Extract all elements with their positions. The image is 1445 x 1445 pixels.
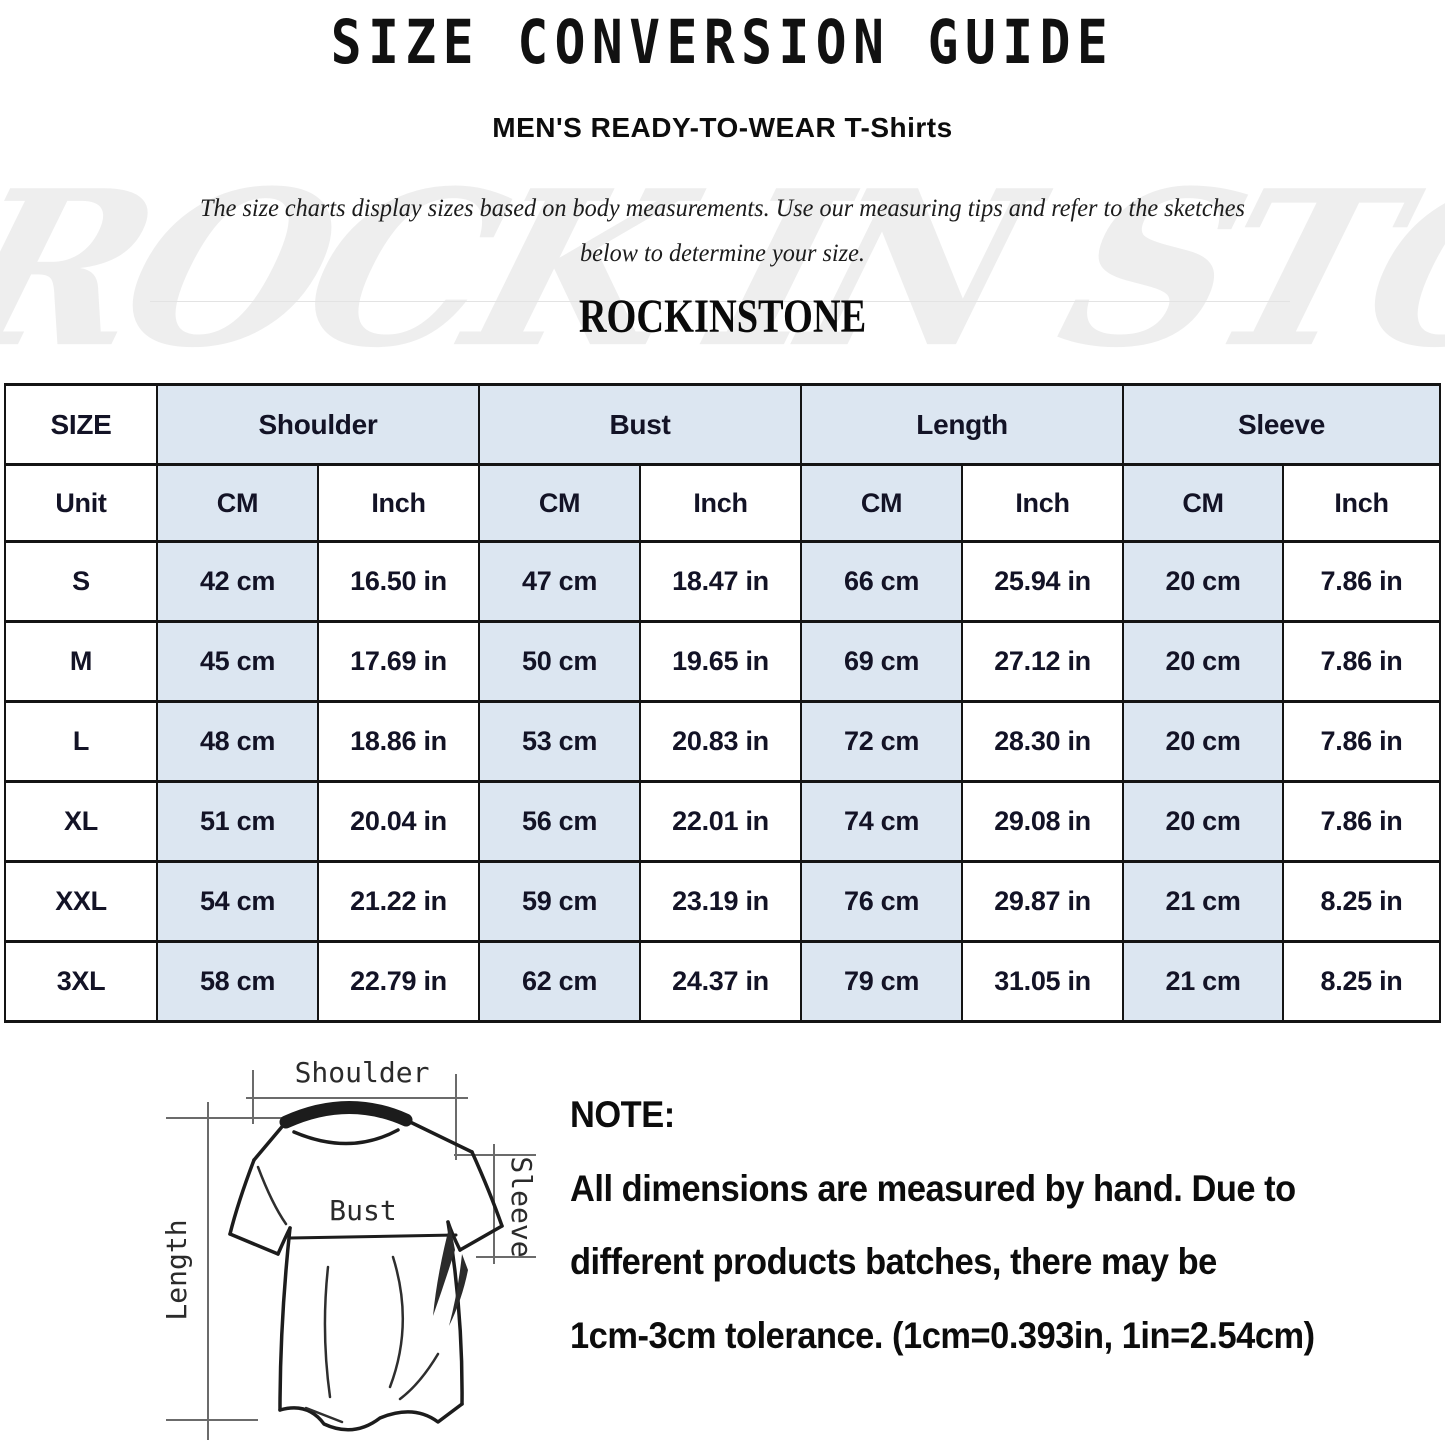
column-group-bust: Bust	[478, 383, 803, 466]
note-line-3: 1cm-3cm tolerance. (1cm=0.393in, 1in=2.5…	[570, 1314, 1315, 1356]
shoulder-cm-cell: 48 cm	[156, 700, 319, 783]
bust-cm-cell: 47 cm	[478, 540, 642, 623]
shoulder-cm-cell: 58 cm	[156, 940, 319, 1023]
shoulder-inch-cell: 21.22 in	[316, 860, 481, 943]
bust-cm-cell: 56 cm	[478, 780, 642, 863]
bust-inch-cell: 20.83 in	[639, 700, 803, 783]
description-line-1: The size charts display sizes based on b…	[200, 195, 1245, 222]
size-column-header: SIZE	[4, 383, 158, 466]
length-inch-cell: 29.08 in	[961, 780, 1125, 863]
sleeve-cm-header: CM	[1122, 463, 1285, 543]
length-cm-cell: 74 cm	[800, 780, 964, 863]
length-cm-cell: 66 cm	[800, 540, 964, 623]
note-block: NOTE: All dimensions are measured by han…	[570, 1078, 1407, 1372]
shoulder-cm-cell: 42 cm	[156, 540, 319, 623]
bust-inch-cell: 23.19 in	[639, 860, 803, 943]
size-cell: XL	[4, 780, 158, 863]
length-inch-cell: 28.30 in	[961, 700, 1125, 783]
tshirt-measurement-diagram: Shoulder Bust Length Sleeve	[138, 1052, 568, 1445]
sleeve-cm-cell: 20 cm	[1122, 620, 1285, 703]
sleeve-inch-cell: 7.86 in	[1282, 780, 1441, 863]
shoulder-inch-cell: 16.50 in	[316, 540, 481, 623]
page-subtitle: MEN'S READY-TO-WEAR T-Shirts	[492, 112, 953, 143]
sleeve-inch-cell: 8.25 in	[1282, 860, 1441, 943]
size-cell: 3XL	[4, 940, 158, 1023]
bust-cm-header: CM	[478, 463, 642, 543]
length-cm-cell: 76 cm	[800, 860, 964, 943]
length-cm-cell: 72 cm	[800, 700, 964, 783]
size-cell: L	[4, 700, 158, 783]
table-row-m: M 45 cm 17.69 in 50 cm 19.65 in 69 cm 27…	[4, 620, 1441, 703]
bust-cm-cell: 50 cm	[478, 620, 642, 703]
shoulder-inch-cell: 18.86 in	[316, 700, 481, 783]
shoulder-inch-cell: 17.69 in	[316, 620, 481, 703]
note-heading: NOTE:	[570, 1094, 675, 1135]
shoulder-inch-cell: 22.79 in	[316, 940, 481, 1023]
length-inch-cell: 27.12 in	[961, 620, 1125, 703]
shoulder-cm-header: CM	[156, 463, 319, 543]
description-text: The size charts display sizes based on b…	[22, 186, 1424, 276]
bust-inch-cell: 19.65 in	[639, 620, 803, 703]
table-row-l: L 48 cm 18.86 in 53 cm 20.83 in 72 cm 28…	[4, 700, 1441, 783]
sleeve-inch-cell: 7.86 in	[1282, 700, 1441, 783]
length-cm-cell: 69 cm	[800, 620, 964, 703]
size-cell: XXL	[4, 860, 158, 943]
description-line-2: below to determine your size.	[580, 240, 865, 267]
sleeve-label: Sleeve	[505, 1156, 538, 1257]
bust-inch-cell: 18.47 in	[639, 540, 803, 623]
note-line-2: different products batches, there may be	[570, 1241, 1217, 1282]
sleeve-inch-cell: 7.86 in	[1282, 620, 1441, 703]
column-group-sleeve: Sleeve	[1122, 383, 1441, 466]
sleeve-cm-cell: 20 cm	[1122, 700, 1285, 783]
length-inch-cell: 25.94 in	[961, 540, 1125, 623]
sleeve-cm-cell: 20 cm	[1122, 540, 1285, 623]
bust-cm-cell: 62 cm	[478, 940, 642, 1023]
length-inch-cell: 29.87 in	[961, 860, 1125, 943]
size-conversion-table: SIZE Shoulder Bust Length Sleeve Unit CM…	[4, 383, 1441, 1023]
length-inch-cell: 31.05 in	[961, 940, 1125, 1023]
shoulder-cm-cell: 54 cm	[156, 860, 319, 943]
divider-line	[150, 301, 1290, 302]
shoulder-inch-cell: 20.04 in	[316, 780, 481, 863]
brand-name: ROCKINSTONE	[578, 290, 867, 343]
page-title: SIZE CONVERSION GUIDE	[330, 6, 1115, 78]
length-cm-header: CM	[800, 463, 964, 543]
table-group-header-row: SIZE Shoulder Bust Length Sleeve	[4, 383, 1441, 466]
size-cell: M	[4, 620, 158, 703]
hem	[278, 1402, 464, 1432]
collar	[279, 1101, 413, 1129]
table-unit-row: Unit CM Inch CM Inch CM Inch CM Inch	[4, 463, 1441, 543]
length-label: Length	[160, 1219, 193, 1320]
shoulder-cm-cell: 45 cm	[156, 620, 319, 703]
sleeve-inch-cell: 7.86 in	[1282, 540, 1441, 623]
bust-cm-cell: 53 cm	[478, 700, 642, 783]
shoulder-label: Shoulder	[295, 1056, 430, 1089]
table-row-3xl: 3XL 58 cm 22.79 in 62 cm 24.37 in 79 cm …	[4, 940, 1441, 1023]
sleeve-inch-cell: 8.25 in	[1282, 940, 1441, 1023]
bust-inch-header: Inch	[639, 463, 803, 543]
tshirt-sketch: Shoulder Bust Length Sleeve	[160, 1056, 538, 1440]
sleeve-inch-header: Inch	[1282, 463, 1441, 543]
table-row-xxl: XXL 54 cm 21.22 in 59 cm 23.19 in 76 cm …	[4, 860, 1441, 943]
sleeve-cm-cell: 20 cm	[1122, 780, 1285, 863]
shoulder-cm-cell: 51 cm	[156, 780, 319, 863]
size-cell: S	[4, 540, 158, 623]
column-group-length: Length	[800, 383, 1125, 466]
note-line-1: All dimensions are measured by hand. Due…	[570, 1167, 1296, 1209]
bust-inch-cell: 22.01 in	[639, 780, 803, 863]
bust-label: Bust	[329, 1194, 396, 1227]
unit-header: Unit	[4, 463, 158, 543]
sleeve-cm-cell: 21 cm	[1122, 940, 1285, 1023]
length-inch-header: Inch	[961, 463, 1125, 543]
sleeve-cm-cell: 21 cm	[1122, 860, 1285, 943]
length-cm-cell: 79 cm	[800, 940, 964, 1023]
column-group-shoulder: Shoulder	[155, 383, 481, 466]
bust-cm-cell: 59 cm	[478, 860, 642, 943]
table-row-xl: XL 51 cm 20.04 in 56 cm 22.01 in 74 cm 2…	[4, 780, 1441, 863]
bust-line	[288, 1233, 458, 1240]
table-row-s: S 42 cm 16.50 in 47 cm 18.47 in 66 cm 25…	[4, 540, 1441, 623]
bust-inch-cell: 24.37 in	[639, 940, 803, 1023]
shoulder-inch-header: Inch	[316, 463, 481, 543]
